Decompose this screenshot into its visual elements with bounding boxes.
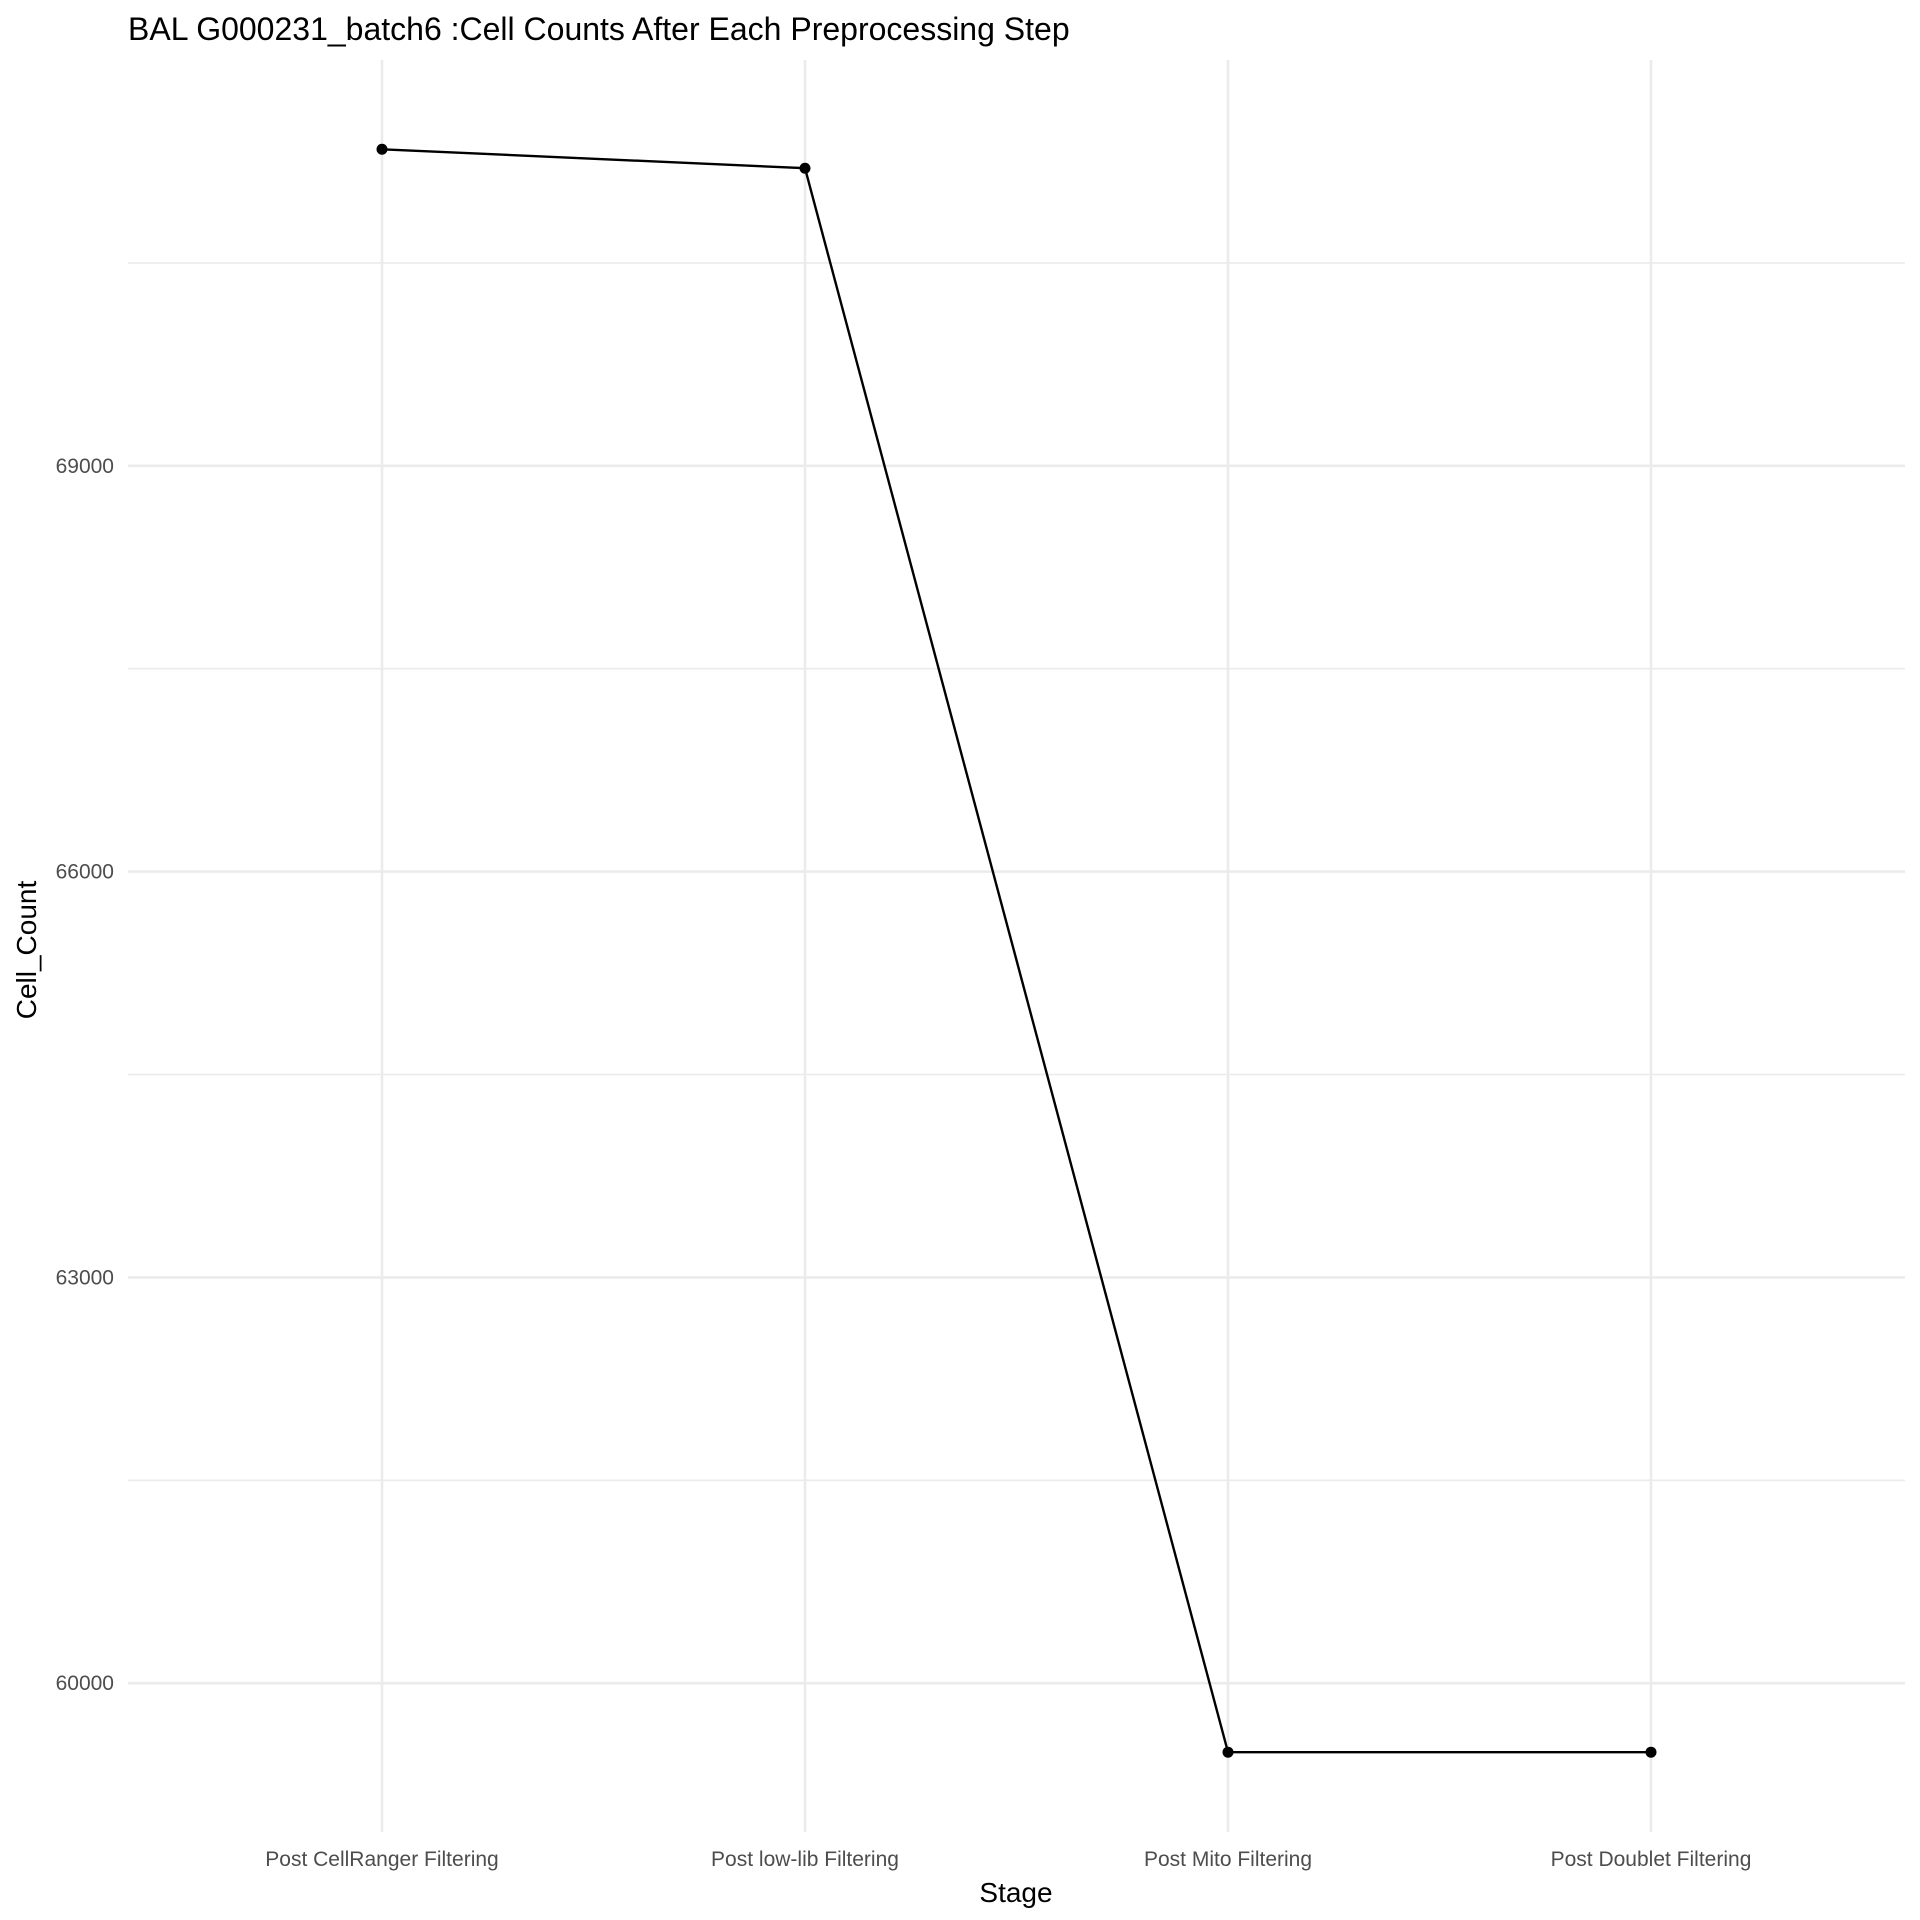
y-tick-label: 60000 [56,1672,114,1695]
y-axis-title: Cell_Count [11,881,42,1020]
x-tick-label: Post low-lib Filtering [711,1848,899,1871]
data-point [1645,1746,1657,1758]
grid [128,60,1905,1832]
x-tick-label: Post Mito Filtering [1144,1848,1312,1871]
x-tick-label: Post CellRanger Filtering [265,1848,498,1871]
x-axis-title: Stage [979,1877,1052,1908]
y-tick-label: 63000 [56,1266,114,1289]
y-tick-label: 69000 [56,455,114,478]
data-point [376,143,388,155]
y-tick-label: 66000 [56,861,114,884]
x-axis-ticks: Post CellRanger Filtering Post low-lib Fi… [265,1848,1751,1871]
x-tick-label: Post Doublet Filtering [1551,1848,1752,1871]
data-point [1222,1746,1234,1758]
chart-title: BAL G000231_batch6 :Cell Counts After Ea… [128,11,1070,47]
y-axis-ticks: 60000 63000 66000 69000 [56,455,114,1695]
series-line [381,148,1651,1754]
series [376,143,1657,1758]
data-point [799,162,811,174]
